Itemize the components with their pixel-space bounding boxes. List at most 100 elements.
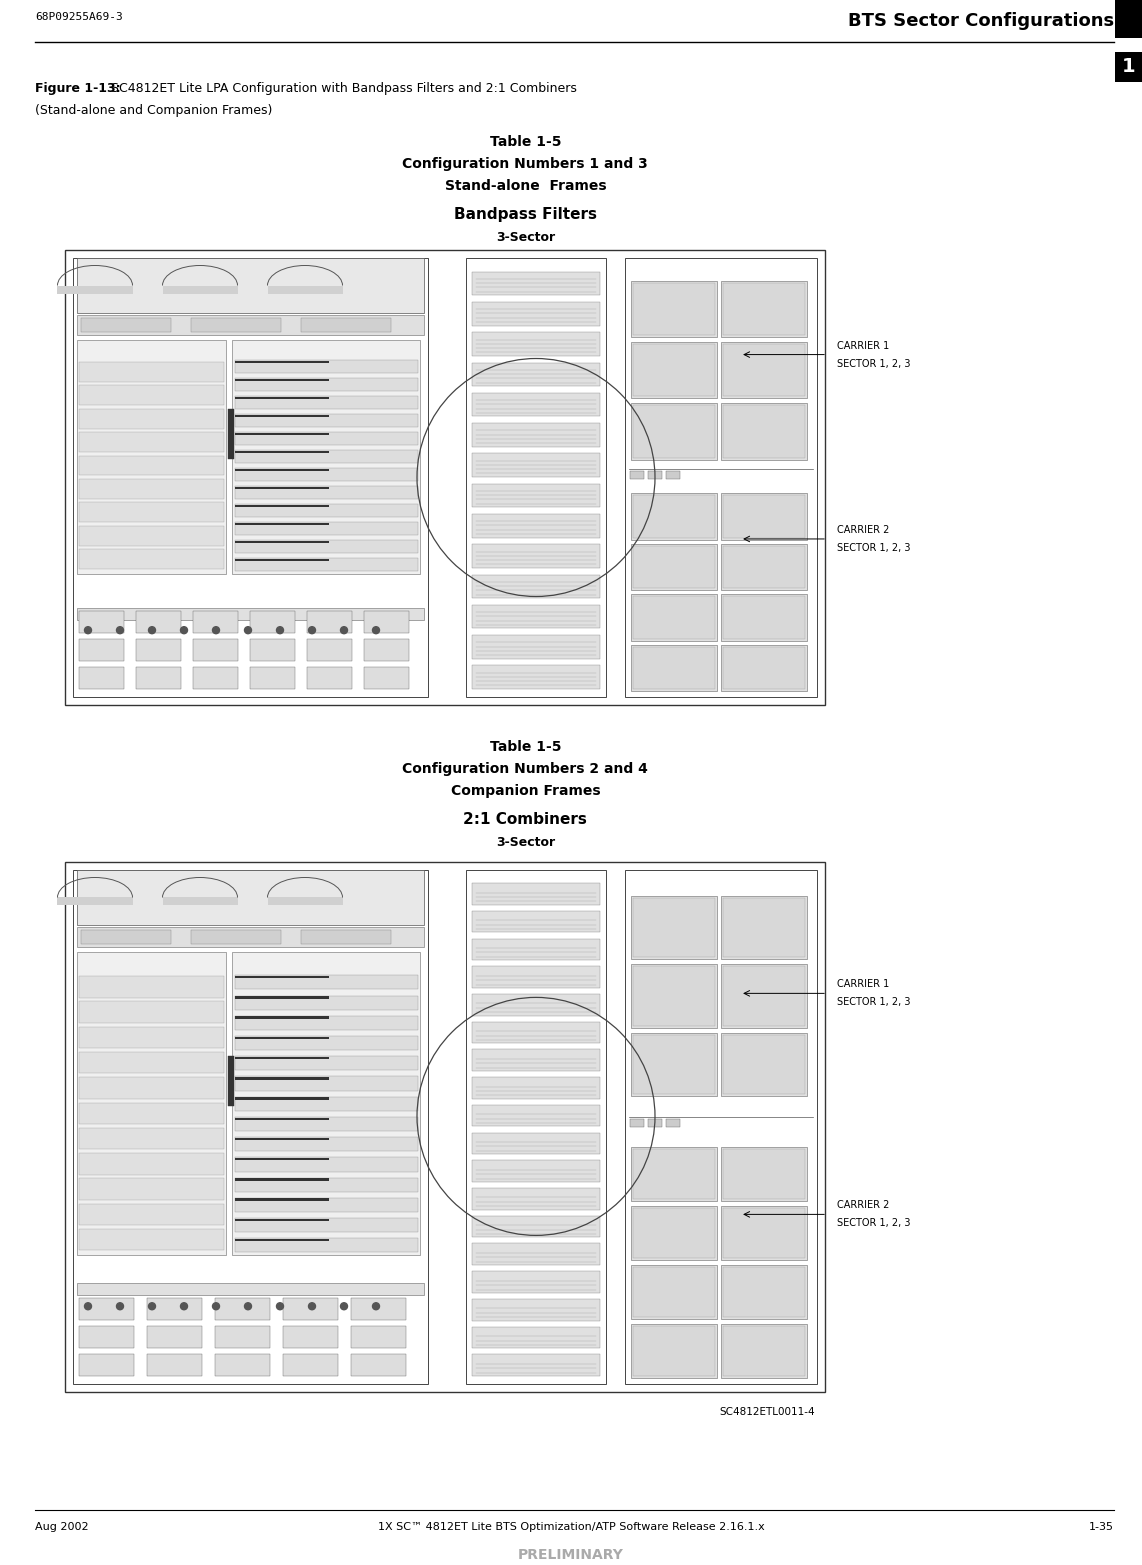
Bar <box>472 423 600 446</box>
Bar <box>472 1244 600 1265</box>
Text: Companion Frames: Companion Frames <box>450 784 601 798</box>
Bar <box>472 1216 600 1238</box>
Bar <box>301 318 391 332</box>
Bar <box>723 1266 805 1316</box>
Bar <box>136 610 180 632</box>
Bar <box>472 1133 600 1155</box>
Bar <box>79 385 224 405</box>
Text: Table 1-5: Table 1-5 <box>490 135 561 149</box>
Bar <box>633 283 715 335</box>
Bar <box>472 665 600 689</box>
Bar <box>191 930 281 944</box>
Bar <box>147 1326 202 1347</box>
Bar <box>235 1218 418 1232</box>
Text: BTS Sector Configurations: BTS Sector Configurations <box>847 13 1113 30</box>
Bar <box>193 610 238 632</box>
Bar <box>235 1016 329 1019</box>
Bar <box>721 645 807 692</box>
Bar <box>472 363 600 387</box>
Bar <box>235 451 329 454</box>
Text: Stand-alone  Frames: Stand-alone Frames <box>444 178 606 192</box>
Circle shape <box>244 1302 251 1310</box>
Bar <box>472 1105 600 1127</box>
Bar <box>79 526 224 546</box>
Bar <box>79 1229 224 1250</box>
Bar <box>472 1327 600 1349</box>
Bar <box>632 645 717 692</box>
Bar <box>235 1036 418 1050</box>
Bar <box>721 1324 807 1379</box>
Bar <box>79 1027 224 1049</box>
Bar <box>79 977 224 997</box>
Bar <box>79 1354 134 1376</box>
Bar <box>235 451 418 463</box>
Bar <box>79 432 224 452</box>
Bar <box>472 272 600 296</box>
Bar <box>666 471 679 479</box>
Bar <box>235 1158 329 1160</box>
Bar <box>632 1147 717 1200</box>
Bar <box>136 667 180 689</box>
Text: PRELIMINARY: PRELIMINARY <box>518 1548 624 1562</box>
Bar <box>625 870 817 1383</box>
Bar <box>472 635 600 659</box>
Bar <box>235 1178 329 1180</box>
Bar <box>65 250 825 704</box>
Bar <box>235 523 329 526</box>
Bar <box>250 667 295 689</box>
Bar <box>723 646 805 689</box>
Bar <box>721 895 807 959</box>
Text: CARRIER 1: CARRIER 1 <box>837 341 890 351</box>
Bar <box>235 360 418 372</box>
Text: Configuration Numbers 2 and 4: Configuration Numbers 2 and 4 <box>402 762 649 776</box>
Bar <box>472 1271 600 1293</box>
Text: SECTOR 1, 2, 3: SECTOR 1, 2, 3 <box>837 997 910 1008</box>
Bar <box>235 362 329 363</box>
Bar <box>77 952 226 1255</box>
Bar <box>235 505 329 507</box>
Bar <box>235 1097 329 1100</box>
Bar <box>633 1149 715 1199</box>
Bar <box>79 667 124 689</box>
Bar <box>77 1283 424 1294</box>
Bar <box>79 639 124 660</box>
Circle shape <box>85 1302 91 1310</box>
Circle shape <box>116 626 123 634</box>
Text: 3-Sector: 3-Sector <box>496 836 555 848</box>
Circle shape <box>244 626 251 634</box>
Bar <box>721 1265 807 1319</box>
Bar <box>301 930 391 944</box>
Bar <box>472 1022 600 1044</box>
Bar <box>79 1077 224 1099</box>
Bar <box>721 343 807 399</box>
Circle shape <box>116 1302 123 1310</box>
Bar <box>472 574 600 598</box>
Bar <box>79 549 224 570</box>
Bar <box>235 1117 418 1131</box>
Bar <box>632 404 717 460</box>
Bar <box>235 977 329 978</box>
Bar <box>632 1324 717 1379</box>
Bar <box>723 1208 805 1258</box>
Bar <box>79 1178 224 1200</box>
Bar <box>232 952 420 1255</box>
Bar <box>77 607 424 620</box>
Text: CARRIER 2: CARRIER 2 <box>837 524 890 535</box>
Circle shape <box>212 626 219 634</box>
Text: CARRIER 2: CARRIER 2 <box>837 1200 890 1210</box>
Bar <box>633 405 715 459</box>
Bar <box>235 995 418 1009</box>
Text: 1X SC™ 4812ET Lite BTS Optimization/ATP Software Release 2.16.1.x: 1X SC™ 4812ET Lite BTS Optimization/ATP … <box>378 1523 764 1532</box>
Bar <box>723 405 805 459</box>
Bar <box>472 484 600 507</box>
Circle shape <box>148 1302 155 1310</box>
Bar <box>632 343 717 399</box>
Bar <box>235 1177 418 1193</box>
Bar <box>250 610 295 632</box>
Text: CARRIER 1: CARRIER 1 <box>837 980 890 989</box>
Bar <box>648 471 662 479</box>
Bar <box>235 434 329 435</box>
Bar <box>235 1056 418 1070</box>
Bar <box>79 1203 224 1225</box>
Bar <box>81 318 171 332</box>
